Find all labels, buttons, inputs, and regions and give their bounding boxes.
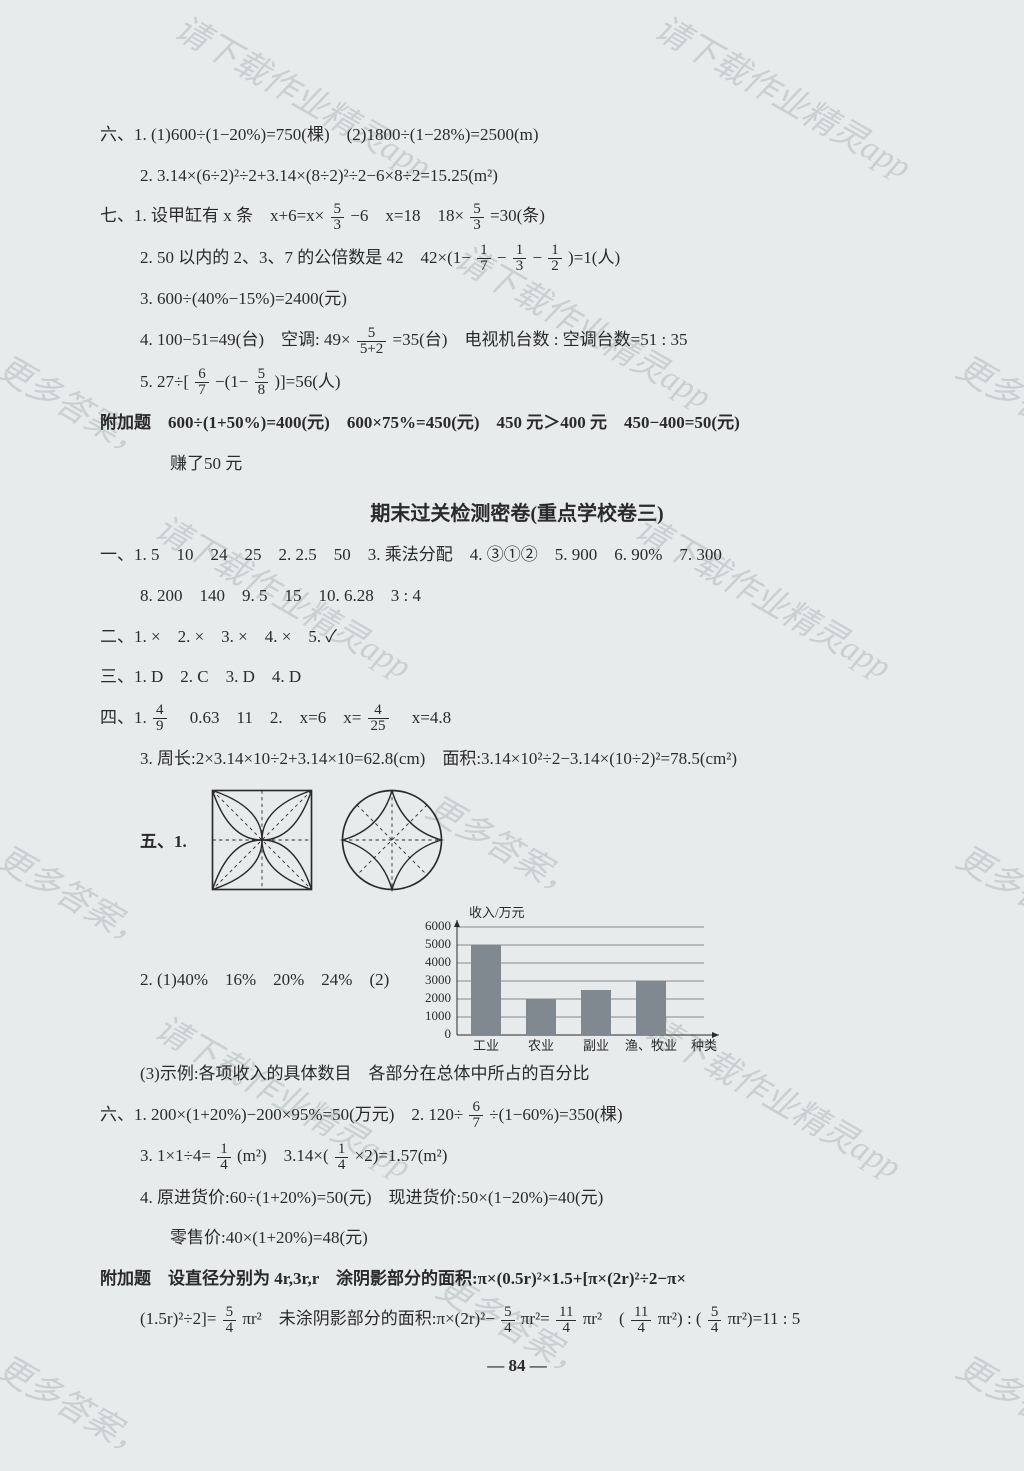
- fraction: 14: [217, 1142, 231, 1173]
- fraction: 49: [153, 703, 167, 734]
- text: πr²) : (: [658, 1309, 702, 1328]
- text: πr² (: [583, 1309, 625, 1328]
- answer-line: 2. 3.14×(6÷2)²÷2+3.14×(8÷2)²÷2−6×8÷2=15.…: [100, 161, 934, 192]
- answer-line: 8. 200 140 9. 5 15 10. 6.28 3 : 4: [100, 581, 934, 612]
- svg-text:种类: 种类: [691, 1038, 717, 1053]
- text: 5. 27÷[: [140, 372, 189, 391]
- answer-line: 四、1. 49 0.63 11 2. x=6 x= 425 x=4.8: [100, 703, 934, 735]
- bar-agriculture: [526, 999, 556, 1035]
- text: πr²)=11 : 5: [728, 1309, 801, 1328]
- svg-text:农业: 农业: [528, 1038, 554, 1053]
- section-title: 期末过关检测密卷(重点学校卷三): [100, 497, 934, 526]
- answer-line: 六、1. 200×(1+20%)−200×95%=50(万元) 2. 120÷ …: [100, 1100, 934, 1132]
- text: 4. 100−51=49(台) 空调: 49×: [140, 330, 351, 349]
- fraction: 54: [708, 1305, 722, 1336]
- text: 六、1. 200×(1+20%)−200×95%=50(万元) 2. 120÷: [100, 1105, 463, 1124]
- svg-text:6000: 6000: [425, 918, 451, 933]
- text: −(1−: [215, 372, 248, 391]
- text: 2. 50 以内的 2、3、7 的公倍数是 42 42×(1−: [140, 248, 471, 267]
- svg-text:2000: 2000: [425, 990, 451, 1005]
- answer-line: 零售价:40×(1+20%)=48(元): [100, 1223, 934, 1254]
- answer-line: 附加题 设直径分别为 4r,3r,r 涂阴影部分的面积:π×(0.5r)²×1.…: [100, 1264, 934, 1295]
- text: 七、1. 设甲缸有 x 条 x+6=x×: [100, 206, 324, 225]
- text: ÷(1−60%)=350(棵): [489, 1105, 622, 1124]
- answer-line: 赚了50 元: [100, 449, 934, 480]
- text: 四、1.: [100, 708, 151, 727]
- chart-question-row: 2. (1)40% 16% 20% 24% (2) 收入/万元 0 1000 2…: [140, 905, 934, 1055]
- text: x=4.8: [395, 708, 451, 727]
- svg-text:副业: 副业: [583, 1038, 609, 1053]
- fraction: 67: [195, 367, 209, 398]
- fraction: 54: [223, 1305, 237, 1336]
- diagram-circle-star: [337, 785, 447, 895]
- answer-line: 3. 周长:2×3.14×10÷2+3.14×10=62.8(cm) 面积:3.…: [100, 744, 934, 775]
- bar-chart: 收入/万元 0 1000 2000 3000 4000 5000 6: [399, 905, 739, 1055]
- text: πr²=: [521, 1309, 550, 1328]
- answer-line: 3. 1×1÷4= 14 (m²) 3.14×( 14 ×2)=1.57(m²): [100, 1141, 934, 1173]
- text: 3. 1×1÷4=: [140, 1146, 211, 1165]
- fraction: 67: [469, 1100, 483, 1131]
- answer-line: 二、1. × 2. × 3. × 4. × 5. ✓: [100, 622, 934, 653]
- fraction: 53: [331, 202, 345, 233]
- text: −6 x=18 18×: [350, 206, 464, 225]
- diagram-row: 五、1.: [140, 785, 934, 895]
- fraction: 54: [501, 1305, 515, 1336]
- answer-line: (1.5r)²÷2]= 54 πr² 未涂阴影部分的面积:π×(2r)²− 54…: [100, 1304, 934, 1336]
- text: ×2)=1.57(m²): [355, 1146, 448, 1165]
- text: (m²) 3.14×(: [237, 1146, 329, 1165]
- answer-line: 七、1. 设甲缸有 x 条 x+6=x× 53 −6 x=18 18× 53 =…: [100, 201, 934, 233]
- bar-fishery: [636, 981, 666, 1035]
- svg-text:4000: 4000: [425, 954, 451, 969]
- answer-line: 2. 50 以内的 2、3、7 的公倍数是 42 42×(1− 17 − 13 …: [100, 243, 934, 275]
- text: =35(台) 电视机台数 : 空调台数=51 : 35: [393, 330, 688, 349]
- fraction: 13: [513, 243, 527, 274]
- bar-industry: [471, 945, 501, 1035]
- fraction: 17: [477, 243, 491, 274]
- fraction: 14: [335, 1142, 349, 1173]
- svg-text:0: 0: [445, 1026, 452, 1041]
- text: 2. (1)40% 16% 20% 24% (2): [140, 905, 389, 990]
- text: )]=56(人): [274, 372, 340, 391]
- diagram-square-petals: [207, 785, 317, 895]
- chart-title: 收入/万元: [469, 905, 525, 920]
- fraction: 58: [255, 367, 269, 398]
- answer-line: 3. 600÷(40%−15%)=2400(元): [100, 284, 934, 315]
- answer-line: 4. 原进货价:60÷(1+20%)=50(元) 现进货价:50×(1−20%)…: [100, 1183, 934, 1214]
- page-number: — 84 —: [100, 1356, 934, 1376]
- answer-line: 5. 27÷[ 67 −(1− 58 )]=56(人): [100, 367, 934, 399]
- svg-text:3000: 3000: [425, 972, 451, 987]
- svg-text:5000: 5000: [425, 936, 451, 951]
- text: (1.5r)²÷2]=: [140, 1309, 216, 1328]
- fraction: 55+2: [357, 326, 386, 357]
- fraction: 114: [631, 1305, 651, 1336]
- fraction: 114: [556, 1305, 576, 1336]
- section-label: 五、1.: [140, 827, 187, 852]
- svg-text:工业: 工业: [473, 1038, 499, 1053]
- text: −: [497, 248, 507, 267]
- fraction: 12: [548, 243, 562, 274]
- fraction: 53: [470, 202, 484, 233]
- fraction: 425: [368, 703, 389, 734]
- answer-line: 三、1. D 2. C 3. D 4. D: [100, 662, 934, 693]
- answer-line: (3)示例:各项收入的具体数目 各部分在总体中所占的百分比: [100, 1059, 934, 1090]
- answer-line: 一、1. 5 10 24 25 2. 2.5 50 3. 乘法分配 4. ③①②…: [100, 540, 934, 571]
- text: )=1(人): [568, 248, 620, 267]
- text: 0.63 11 2. x=6 x=: [173, 708, 362, 727]
- answer-line: 附加题 600÷(1+50%)=400(元) 600×75%=450(元) 45…: [100, 408, 934, 439]
- page-content: 六、1. (1)600÷(1−20%)=750(棵) (2)1800÷(1−28…: [0, 0, 1024, 1406]
- bar-sideline: [581, 990, 611, 1035]
- answer-line: 4. 100−51=49(台) 空调: 49× 55+2 =35(台) 电视机台…: [100, 325, 934, 357]
- svg-text:渔、牧业: 渔、牧业: [625, 1038, 677, 1053]
- svg-text:1000: 1000: [425, 1008, 451, 1023]
- text: =30(条): [490, 206, 545, 225]
- answer-line: 六、1. (1)600÷(1−20%)=750(棵) (2)1800÷(1−28…: [100, 120, 934, 151]
- text: −: [532, 248, 542, 267]
- text: πr² 未涂阴影部分的面积:π×(2r)²−: [242, 1309, 494, 1328]
